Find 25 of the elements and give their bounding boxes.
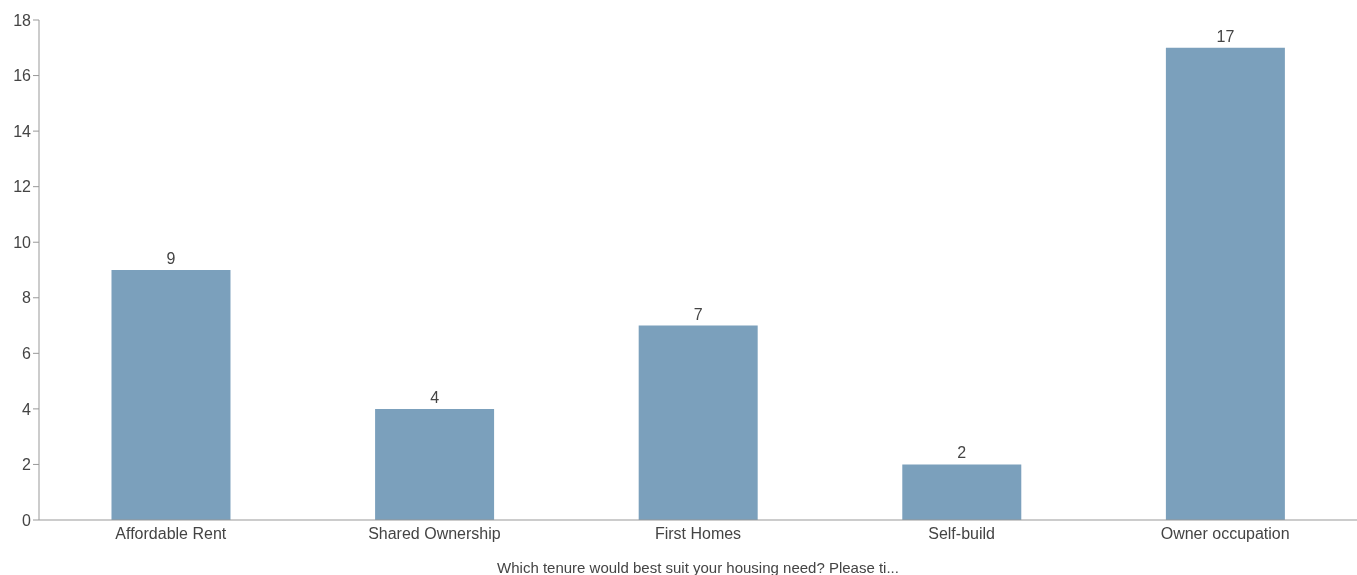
bar <box>902 464 1022 520</box>
y-tick-label: 8 <box>22 289 32 307</box>
data-label: 4 <box>430 388 440 406</box>
y-tick-label: 4 <box>22 400 32 418</box>
x-tick-label: Owner occupation <box>1160 525 1290 543</box>
y-tick-label: 10 <box>13 233 32 251</box>
y-tick-label: 6 <box>22 345 32 363</box>
data-label: 2 <box>957 444 967 462</box>
x-tick-label: Self-build <box>928 525 995 543</box>
bar <box>375 408 495 520</box>
x-tick-label: Affordable Rent <box>115 525 227 543</box>
y-tick-label: 12 <box>13 178 32 196</box>
y-tick-label: 14 <box>13 122 32 140</box>
y-tick-label: 16 <box>13 67 32 85</box>
y-tick-label: 0 <box>22 511 32 529</box>
y-tick-label: 2 <box>22 456 32 474</box>
data-label: 17 <box>1216 27 1235 45</box>
x-tick-label: First Homes <box>654 525 742 543</box>
bar <box>638 325 758 520</box>
bar <box>1165 47 1285 520</box>
data-label: 9 <box>166 250 176 267</box>
bar <box>111 270 231 520</box>
y-tick-label: 18 <box>13 11 32 29</box>
x-tick-label: Shared Ownership <box>368 525 501 543</box>
data-label: 7 <box>693 305 703 323</box>
